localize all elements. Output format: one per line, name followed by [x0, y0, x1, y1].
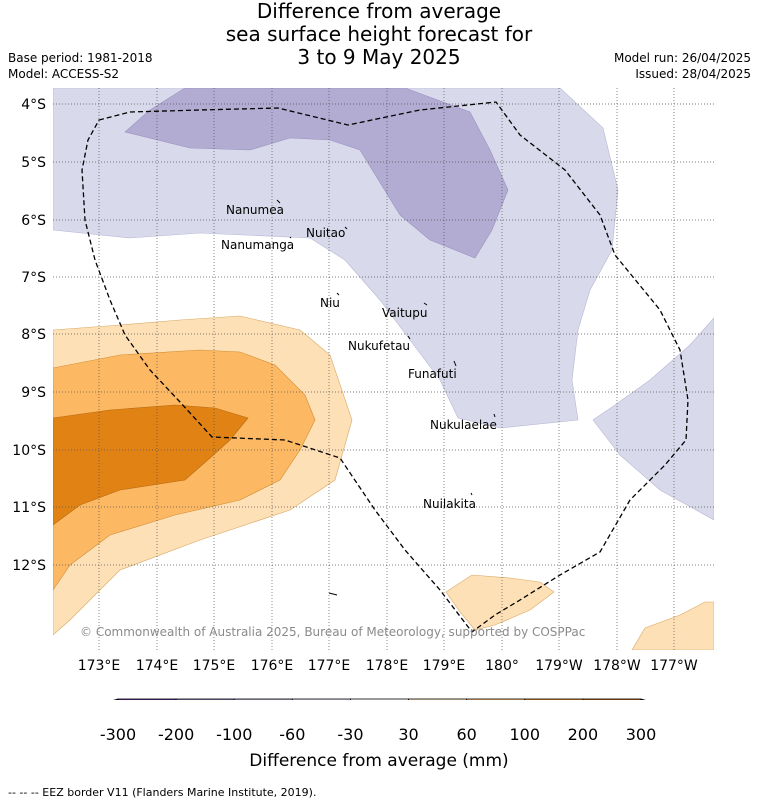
colorbar-segment — [524, 698, 584, 700]
place-label-nuilakita: Nuilakita — [423, 497, 476, 511]
lat-label: 11°S — [12, 500, 46, 516]
model-name: Model: ACCESS-S2 — [8, 67, 120, 81]
title-line-1: Difference from average — [256, 0, 502, 23]
lat-label: 4°S — [21, 97, 46, 113]
contour-pos-30-southeast — [631, 601, 714, 650]
contour-pos-100 — [53, 404, 249, 526]
place-label-nukulaelae: Nukulaelae — [430, 418, 497, 432]
contour-neg-60 — [124, 88, 509, 259]
colorbar-tick-label: 60 — [456, 725, 477, 744]
lat-label: 9°S — [21, 385, 46, 401]
lat-label: 8°S — [21, 327, 46, 343]
colorbar-segment — [582, 698, 642, 700]
colorbar-tick-label: -200 — [157, 725, 195, 744]
lon-label: 176°E — [251, 658, 294, 674]
lon-label: 173°E — [78, 658, 121, 674]
colorbar-segment — [466, 698, 526, 700]
contour-pos-30-south — [445, 574, 555, 631]
lat-label: 5°S — [21, 155, 46, 171]
colorbar-segment — [291, 698, 351, 700]
colorbar — [113, 698, 646, 700]
model-run: Model run: 26/04/2025 — [613, 51, 751, 65]
lon-label: 180° — [485, 658, 519, 674]
colorbar-extend-low — [113, 698, 119, 700]
colorbar-segment — [408, 698, 468, 700]
colorbar-segment — [233, 698, 293, 700]
place-label-funafuti: Funafuti — [408, 367, 457, 381]
place-label-nuitao: Nuitao — [306, 226, 345, 240]
place-label-vaitupu: Vaitupu — [382, 306, 428, 320]
colorbar-tick-label: -300 — [99, 725, 137, 744]
gridlines — [53, 88, 714, 650]
lon-label: 175°E — [193, 658, 236, 674]
lon-label: 174°E — [136, 658, 179, 674]
island-markers — [276, 199, 496, 596]
lat-label: 10°S — [12, 443, 46, 459]
colorbar-tick-label: -60 — [279, 725, 306, 744]
colorbar-tick-label: 30 — [398, 725, 419, 744]
forecast-map: Nanumea Nanumanga Nuitao Niu Vaitupu Nuk… — [12, 88, 714, 700]
lon-label: 179°E — [423, 658, 466, 674]
lat-label: 12°S — [12, 558, 46, 574]
place-label-niu: Niu — [320, 296, 340, 310]
place-label-nanumea: Nanumea — [226, 203, 284, 217]
base-period: Base period: 1981-2018 — [8, 51, 153, 65]
colorbar-segment — [350, 698, 409, 700]
colorbar-tick-label: -30 — [337, 725, 364, 744]
lon-label: 177°W — [650, 658, 698, 674]
title-line-2: sea surface height forecast for — [225, 22, 533, 46]
eez-border — [81, 101, 689, 633]
lat-label: 6°S — [21, 213, 46, 229]
place-label-nanumanga: Nanumanga — [221, 238, 294, 252]
colorbar-tick-label: -100 — [216, 725, 253, 744]
lat-label: 7°S — [21, 270, 46, 286]
lon-label: 177°E — [308, 658, 351, 674]
place-label-nukufetau: Nukufetau — [348, 339, 410, 353]
title-line-3: 3 to 9 May 2025 — [297, 45, 461, 69]
copyright-notice: © Commonwealth of Australia 2025, Bureau… — [80, 625, 585, 639]
colorbar-tick-label: 300 — [625, 725, 657, 744]
colorbar-title: Difference from average (mm) — [249, 751, 509, 771]
lon-label: 178°E — [366, 658, 409, 674]
colorbar-segment — [175, 698, 235, 700]
eez-legend: -- -- -- EEZ border V11 (Flanders Marine… — [8, 786, 317, 799]
colorbar-segment — [117, 698, 177, 700]
colorbar-tick-label: 100 — [509, 725, 541, 744]
lon-label: 178°W — [593, 658, 641, 674]
colorbar-extend-high — [640, 698, 646, 700]
issued-date: Issued: 28/04/2025 — [635, 67, 751, 81]
contour-neg-30-east — [592, 317, 714, 521]
lon-label: 179°W — [535, 658, 583, 674]
colorbar-tick-label: 200 — [567, 725, 599, 744]
